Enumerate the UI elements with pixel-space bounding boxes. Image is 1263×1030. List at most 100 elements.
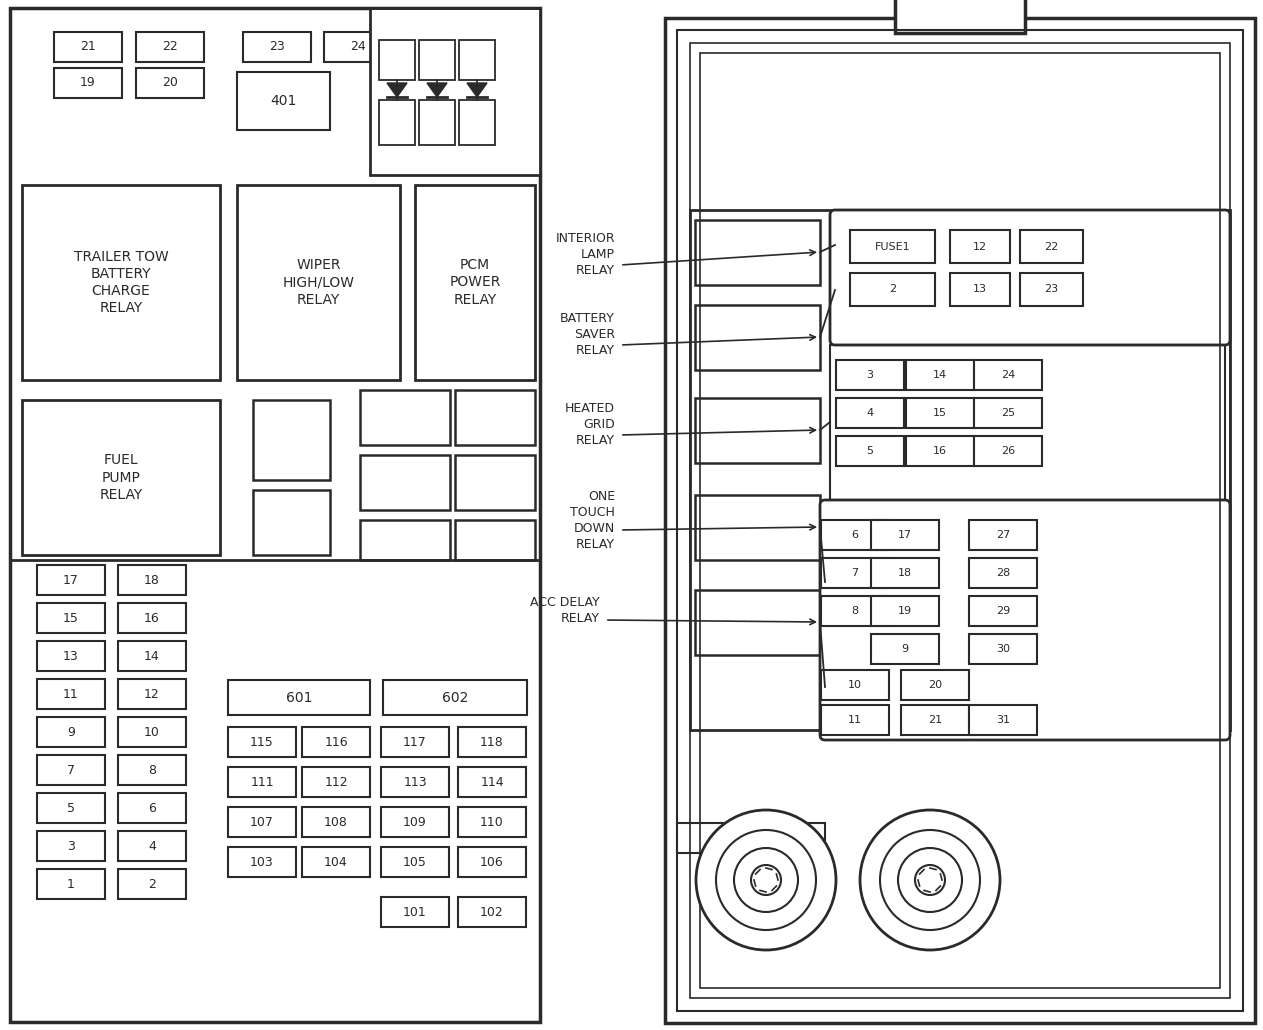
Text: TRAILER TOW
BATTERY
CHARGE
RELAY: TRAILER TOW BATTERY CHARGE RELAY xyxy=(73,249,168,315)
Text: 19: 19 xyxy=(80,76,96,90)
Polygon shape xyxy=(467,83,488,97)
Bar xyxy=(229,727,296,757)
Text: 21: 21 xyxy=(928,715,942,725)
Bar xyxy=(455,455,536,510)
Bar xyxy=(136,32,205,62)
Bar xyxy=(37,603,105,633)
Bar xyxy=(237,72,330,130)
Circle shape xyxy=(880,830,980,930)
Bar xyxy=(54,68,123,98)
Bar xyxy=(21,400,220,555)
Bar xyxy=(850,230,935,263)
Bar xyxy=(821,670,889,700)
Bar xyxy=(871,596,938,626)
Bar xyxy=(253,490,330,555)
Bar xyxy=(379,100,416,145)
Bar xyxy=(458,806,525,837)
Text: 117: 117 xyxy=(403,735,427,749)
Bar xyxy=(360,390,450,445)
Text: 101: 101 xyxy=(403,905,427,919)
Bar xyxy=(37,755,105,785)
Text: 8: 8 xyxy=(148,763,157,777)
Bar xyxy=(229,806,296,837)
Bar xyxy=(21,185,220,380)
Text: 11: 11 xyxy=(63,687,78,700)
Bar xyxy=(54,32,123,62)
Text: 4: 4 xyxy=(148,839,155,853)
Bar xyxy=(10,8,541,1022)
Text: 118: 118 xyxy=(480,735,504,749)
Bar xyxy=(821,705,889,735)
Text: 2: 2 xyxy=(889,284,895,295)
Bar xyxy=(458,847,525,877)
Bar xyxy=(37,717,105,747)
Bar xyxy=(381,727,450,757)
Text: PCM
POWER
RELAY: PCM POWER RELAY xyxy=(450,259,500,307)
Text: 2: 2 xyxy=(148,878,155,891)
Bar xyxy=(969,520,1037,550)
Text: FUEL
PUMP
RELAY: FUEL PUMP RELAY xyxy=(100,453,143,502)
Text: 112: 112 xyxy=(325,776,347,789)
Text: 18: 18 xyxy=(144,574,160,586)
Bar xyxy=(416,185,536,380)
Text: 113: 113 xyxy=(403,776,427,789)
Polygon shape xyxy=(427,83,447,97)
Bar xyxy=(229,680,370,715)
Bar xyxy=(379,40,416,80)
Bar xyxy=(690,210,1230,730)
Bar xyxy=(37,641,105,671)
Bar xyxy=(253,400,330,480)
Text: 116: 116 xyxy=(325,735,347,749)
Text: 108: 108 xyxy=(325,816,347,828)
Bar xyxy=(117,717,186,747)
Text: ACC DELAY
RELAY: ACC DELAY RELAY xyxy=(530,595,600,624)
Bar xyxy=(906,360,974,390)
Text: 102: 102 xyxy=(480,905,504,919)
Bar xyxy=(383,680,527,715)
Bar xyxy=(117,679,186,709)
Bar xyxy=(695,398,820,464)
Bar xyxy=(821,520,889,550)
Bar xyxy=(695,305,820,370)
Bar xyxy=(117,565,186,595)
Text: 6: 6 xyxy=(148,801,155,815)
Bar xyxy=(836,360,904,390)
Bar xyxy=(895,0,1026,33)
Bar xyxy=(381,847,450,877)
Text: 10: 10 xyxy=(847,680,863,690)
Bar xyxy=(974,398,1042,428)
Bar xyxy=(37,869,105,899)
Bar xyxy=(117,793,186,823)
Text: 13: 13 xyxy=(63,650,78,662)
Text: 25: 25 xyxy=(1002,408,1015,418)
Bar xyxy=(419,100,455,145)
Text: 15: 15 xyxy=(933,408,947,418)
Text: 30: 30 xyxy=(997,644,1010,654)
Bar xyxy=(237,185,400,380)
Text: 115: 115 xyxy=(250,735,274,749)
Bar xyxy=(370,8,541,175)
Bar xyxy=(969,596,1037,626)
Bar xyxy=(1021,273,1082,306)
Text: 21: 21 xyxy=(80,40,96,54)
Text: 27: 27 xyxy=(995,530,1010,540)
Bar xyxy=(117,755,186,785)
Bar xyxy=(950,230,1010,263)
Text: 29: 29 xyxy=(995,606,1010,616)
Bar xyxy=(836,398,904,428)
Bar xyxy=(950,273,1010,306)
Bar xyxy=(37,565,105,595)
Circle shape xyxy=(914,865,945,895)
Text: 602: 602 xyxy=(442,690,469,705)
Bar xyxy=(906,398,974,428)
Bar xyxy=(117,869,186,899)
Bar xyxy=(969,705,1037,735)
Bar xyxy=(229,847,296,877)
Text: 114: 114 xyxy=(480,776,504,789)
Text: 109: 109 xyxy=(403,816,427,828)
Bar xyxy=(821,596,889,626)
Text: 3: 3 xyxy=(866,370,874,380)
Text: 19: 19 xyxy=(898,606,912,616)
Circle shape xyxy=(734,848,798,912)
Text: 13: 13 xyxy=(973,284,986,295)
